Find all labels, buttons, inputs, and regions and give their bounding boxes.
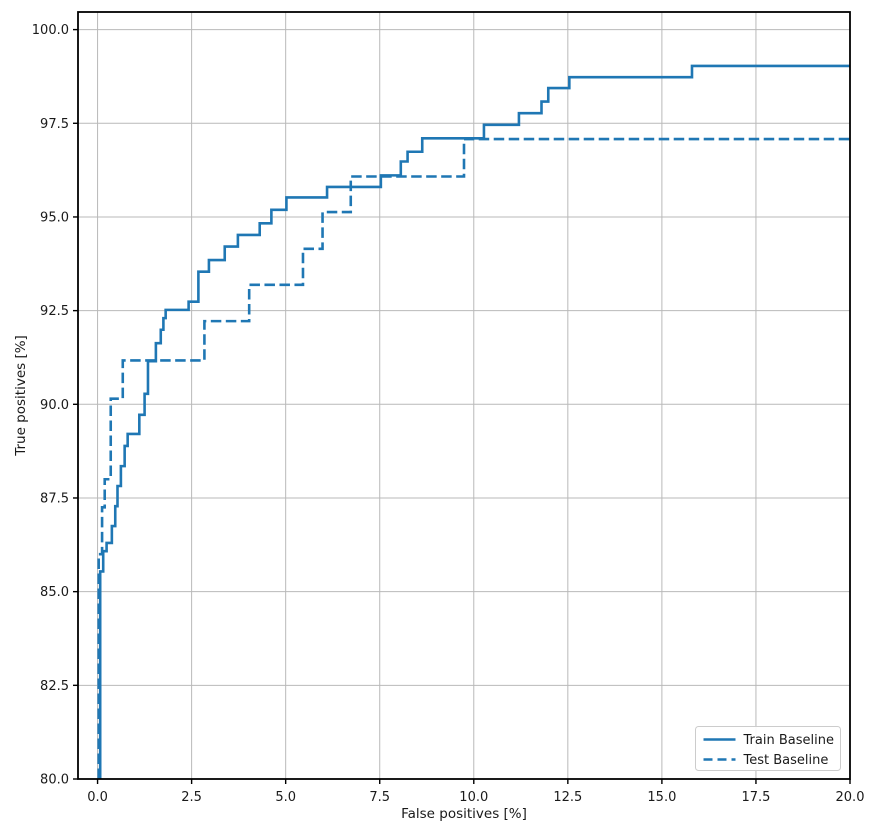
x-tick-label-10: 10.0: [459, 790, 488, 805]
plot-border: [77, 11, 851, 780]
y-tick-label-80: 80.0: [40, 773, 69, 788]
x-axis-label: False positives [%]: [401, 806, 527, 822]
x-tick-label-2.5: 2.5: [181, 790, 202, 805]
y-tick-label-100: 100.0: [32, 23, 69, 38]
tick-layer: [73, 28, 851, 784]
x-tick-label-20: 20.0: [836, 790, 865, 805]
y-tick-label-95: 95.0: [40, 210, 69, 225]
series-line-train-baseline: [98, 64, 850, 779]
y-tick-label-92.5: 92.5: [40, 304, 69, 319]
legend-label-0: Train Baseline: [743, 733, 834, 748]
legend-label-1: Test Baseline: [743, 753, 829, 768]
grid-layer: [78, 12, 851, 780]
y-tick-label-87.5: 87.5: [40, 491, 69, 506]
y-tick-label-97.5: 97.5: [40, 117, 69, 132]
y-axis-label: True positives [%]: [13, 335, 29, 457]
x-tick-label-12.5: 12.5: [553, 790, 582, 805]
legend: Train Baseline Test Baseline: [695, 726, 841, 771]
y-tick-label-82.5: 82.5: [40, 679, 69, 694]
y-tick-label-90: 90.0: [40, 398, 69, 413]
x-tick-label-15: 15.0: [647, 790, 676, 805]
x-tick-label-0: 0.0: [87, 790, 108, 805]
x-tick-label-7.5: 7.5: [369, 790, 390, 805]
y-tick-label-85: 85.0: [40, 585, 69, 600]
series-line-test-baseline: [97, 137, 850, 779]
x-tick-label-5: 5.0: [275, 790, 296, 805]
x-tick-label-17.5: 17.5: [741, 790, 770, 805]
